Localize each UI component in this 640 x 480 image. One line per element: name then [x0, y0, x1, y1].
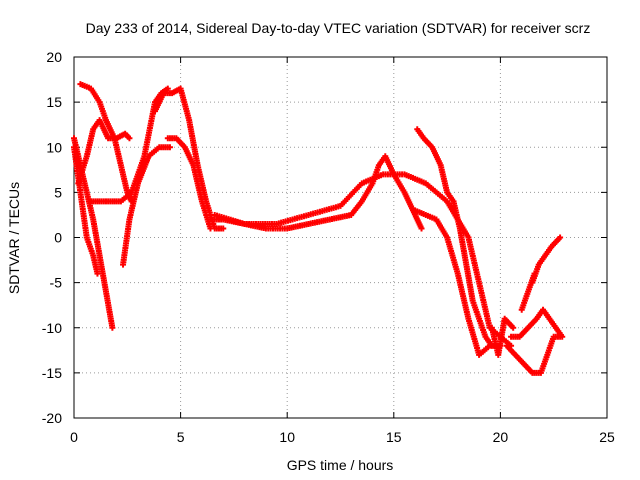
y-tick-label: -15 [42, 365, 62, 381]
data-point [510, 324, 517, 331]
y-tick-label: 10 [46, 139, 62, 155]
x-tick-label: 5 [177, 429, 185, 445]
y-tick-label: -5 [50, 275, 63, 291]
data-points [71, 81, 566, 376]
y-tick-label: 20 [46, 49, 62, 65]
x-tick-label: 0 [70, 429, 78, 445]
x-tick-label: 10 [279, 429, 295, 445]
y-tick-label: 5 [54, 184, 62, 200]
data-point [418, 225, 425, 232]
y-tick-label: -20 [42, 410, 62, 426]
data-point [559, 333, 566, 340]
x-tick-label: 15 [386, 429, 402, 445]
y-tick-label: 0 [54, 230, 62, 246]
y-tick-label: -10 [42, 320, 62, 336]
data-point [126, 135, 133, 142]
y-tick-label: 15 [46, 94, 62, 110]
x-tick-label: 20 [493, 429, 509, 445]
data-point [109, 324, 116, 331]
data-point [557, 234, 564, 241]
data-point [94, 270, 101, 277]
x-axis-label: GPS time / hours [287, 457, 394, 473]
data-point [531, 270, 538, 277]
chart-title: Day 233 of 2014, Sidereal Day-to-day VTE… [86, 20, 591, 36]
data-point [166, 144, 173, 151]
grid [74, 57, 607, 418]
axis-ticks: 0 5 10 15 20 25 -20 -15 -10 -5 0 5 10 15 20 [42, 49, 615, 445]
data-point [220, 225, 227, 232]
x-tick-label: 25 [599, 429, 615, 445]
y-axis-label: SDTVAR / TECUs [6, 182, 22, 294]
